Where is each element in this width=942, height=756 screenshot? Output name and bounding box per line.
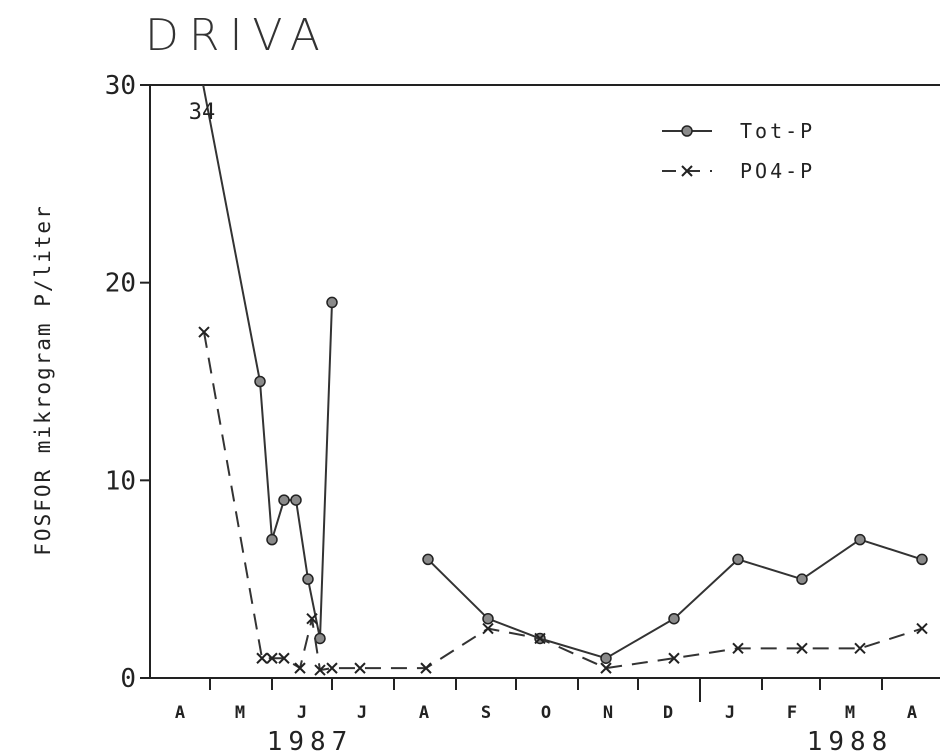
- x-month-label: J: [297, 703, 307, 723]
- data-point-x: [916, 622, 928, 635]
- data-point-circle: [854, 533, 866, 546]
- chart-title: DRIVA: [145, 10, 330, 61]
- series-line: [427, 538, 923, 660]
- series-po4-p: [198, 326, 928, 676]
- data-point-x: [306, 612, 318, 625]
- y-tick-label: 0: [120, 664, 136, 694]
- data-point-x: [482, 622, 494, 635]
- data-point-x: [600, 662, 612, 674]
- series-line: [202, 85, 333, 639]
- legend-label: Tot-P: [740, 119, 815, 143]
- x-month-label: M: [235, 703, 245, 723]
- data-point-x: [668, 652, 680, 664]
- x-month-label: D: [663, 703, 673, 723]
- legend-marker-circle: [681, 125, 693, 137]
- x-month-label: A: [907, 703, 917, 723]
- data-point-circle: [278, 494, 290, 506]
- data-point-circle: [600, 652, 612, 664]
- series-line: [203, 331, 923, 672]
- data-point-x: [326, 662, 338, 674]
- data-point-x: [854, 642, 866, 655]
- x-month-label: S: [481, 703, 491, 723]
- legend-label: PO4-P: [740, 159, 815, 183]
- data-point-circle: [796, 573, 808, 585]
- data-point-x: [198, 326, 210, 338]
- annotation-label: 34: [189, 100, 216, 125]
- x-month-label: F: [787, 703, 797, 723]
- x-month-label: M: [845, 703, 855, 723]
- data-point-x: [314, 664, 326, 676]
- x-month-label: J: [357, 703, 367, 723]
- data-point-x: [294, 662, 306, 674]
- x-month-label: J: [725, 703, 735, 723]
- y-axis-label: FOSFOR mikrogram P/liter: [31, 204, 55, 555]
- data-point-x: [534, 632, 546, 645]
- series-layer: 34: [189, 85, 928, 676]
- data-point-x: [732, 642, 744, 655]
- data-point-circle: [254, 375, 266, 388]
- data-point-x: [278, 652, 290, 664]
- series-tot-p: [202, 85, 928, 664]
- data-point-circle: [326, 296, 338, 309]
- legend: Tot-P PO4-P: [662, 119, 815, 183]
- data-point-circle: [290, 494, 302, 506]
- y-tick-label: 30: [105, 71, 136, 101]
- legend-marker-x: [681, 165, 693, 177]
- y-tick-label: 20: [105, 269, 136, 299]
- x-month-label: O: [541, 703, 551, 723]
- x-month-label: N: [603, 703, 613, 723]
- x-year-label: 1987: [267, 727, 354, 756]
- data-point-circle: [266, 533, 278, 546]
- data-point-x: [420, 662, 432, 674]
- axes: 0 10 20 30 A M J J A S O N D J F M A 1987 1988: [105, 71, 940, 756]
- x-month-label: A: [175, 703, 185, 723]
- x-year-label: 1988: [807, 727, 894, 756]
- data-point-circle: [668, 612, 680, 625]
- data-point-x: [266, 652, 278, 664]
- data-point-x: [256, 652, 268, 664]
- data-point-circle: [916, 553, 928, 566]
- data-point-x: [354, 662, 366, 674]
- data-point-x: [796, 642, 808, 655]
- y-tick-label: 10: [105, 466, 136, 496]
- data-point-circle: [732, 553, 744, 566]
- data-point-circle: [482, 612, 494, 625]
- data-point-circle: [422, 553, 434, 566]
- data-point-circle: [302, 573, 314, 585]
- x-month-label: A: [419, 703, 429, 723]
